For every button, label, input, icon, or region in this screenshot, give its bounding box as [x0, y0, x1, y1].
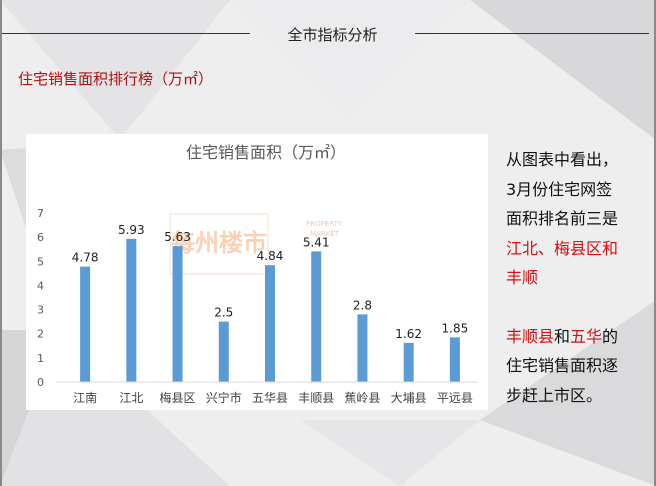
x-tick-label: 江南 [73, 390, 97, 405]
note-highlight-wuhua: 五华 [570, 326, 603, 346]
header-rule-left [2, 33, 250, 34]
bar-丰顺县 [311, 251, 322, 382]
bar-江北 [126, 238, 137, 382]
value-label: 5.63 [164, 230, 191, 244]
chart-title: 住宅销售面积（万㎡） [186, 143, 346, 162]
watermark-logo: 每州楼市 PROPERTY MARKET [169, 213, 343, 275]
bar-蕉岭县 [357, 314, 368, 382]
header-rule-right [415, 33, 649, 34]
watermark-line2: MARKET [310, 230, 340, 238]
value-label: 1.62 [395, 327, 422, 341]
bar-兴宁市 [218, 321, 229, 382]
watermark-line1: PROPERTY [306, 220, 343, 228]
value-labels: 4.78 5.93 5.63 2.5 4.84 5.41 2.8 1.62 1.85 [72, 223, 468, 341]
x-tick-label: 江北 [119, 391, 143, 405]
note-line-7: 住宅销售面积逐 [506, 356, 619, 375]
frame-right [654, 0, 656, 486]
value-label: 4.78 [72, 251, 99, 265]
value-label: 5.41 [303, 235, 330, 249]
analysis-note: 从图表中看出， 3月份住宅网签 面积排名前三是 江北、梅县区和 丰顺 丰顺县和五… [506, 145, 636, 410]
y-tick-label: 1 [37, 352, 44, 365]
section-title: 住宅销售面积排行榜（万㎡） [18, 70, 214, 88]
note-line-8: 步赶上市区。 [506, 385, 603, 405]
frame-left [0, 0, 2, 486]
y-tick-label: 5 [37, 255, 44, 268]
value-label: 4.84 [257, 249, 284, 263]
bar-大埔县 [403, 342, 414, 382]
page-title: 全市指标分析 [287, 26, 378, 44]
note-line-1: 从图表中看出， [506, 150, 619, 169]
x-tick-label: 蕉岭县 [344, 391, 380, 405]
y-tick-label: 3 [37, 304, 44, 317]
y-tick-label: 0 [37, 376, 44, 389]
x-axis: 江南 江北 梅县区 兴宁市 五华县 丰顺县 蕉岭县 大埔县 平远县 [56, 381, 478, 405]
bar-series [80, 238, 460, 382]
bar-江南 [80, 266, 91, 382]
x-tick-label: 丰顺县 [298, 391, 334, 405]
x-tick-label: 大埔县 [391, 391, 427, 405]
note-de: 的 [602, 326, 619, 346]
y-tick-label: 6 [37, 231, 44, 244]
bar-平远县 [449, 337, 460, 382]
y-axis: 0 1 2 3 4 5 6 7 [37, 207, 44, 389]
note-line-3: 面积排名前三是 [506, 209, 619, 228]
value-label: 2.8 [353, 298, 372, 312]
x-tick-label: 五华县 [252, 391, 288, 405]
x-tick-label: 兴宁市 [206, 390, 242, 405]
value-label: 5.93 [118, 223, 145, 237]
note-line-5: 丰顺 [506, 268, 539, 287]
x-tick-label: 梅县区 [160, 390, 196, 405]
y-tick-label: 7 [37, 207, 44, 220]
note-highlight-fengshun: 丰顺县 [506, 326, 555, 346]
value-label: 1.85 [442, 321, 469, 335]
bar-梅县区 [172, 246, 183, 382]
note-and: 和 [554, 326, 571, 346]
note-line-6: 丰顺县和五华的 [506, 322, 636, 352]
y-tick-label: 2 [37, 328, 44, 341]
y-tick-label: 4 [37, 279, 44, 292]
chart-svg: 住宅销售面积（万㎡） 每州楼市 PROPERTY MARKET 0 1 2 3 4 5 6 7… [37, 143, 478, 405]
x-tick-label: 平远县 [437, 391, 473, 405]
value-label: 2.5 [214, 306, 233, 320]
bar-chart: 住宅销售面积（万㎡） 每州楼市 PROPERTY MARKET 0 1 2 3 4 5 6 7… [26, 134, 488, 410]
svg-text:每州楼市: 每州楼市 [171, 229, 267, 257]
note-line-4: 江北、梅县区和 [506, 238, 619, 258]
note-line-2: 3月份住宅网签 [506, 179, 613, 199]
bar-五华县 [265, 265, 275, 382]
